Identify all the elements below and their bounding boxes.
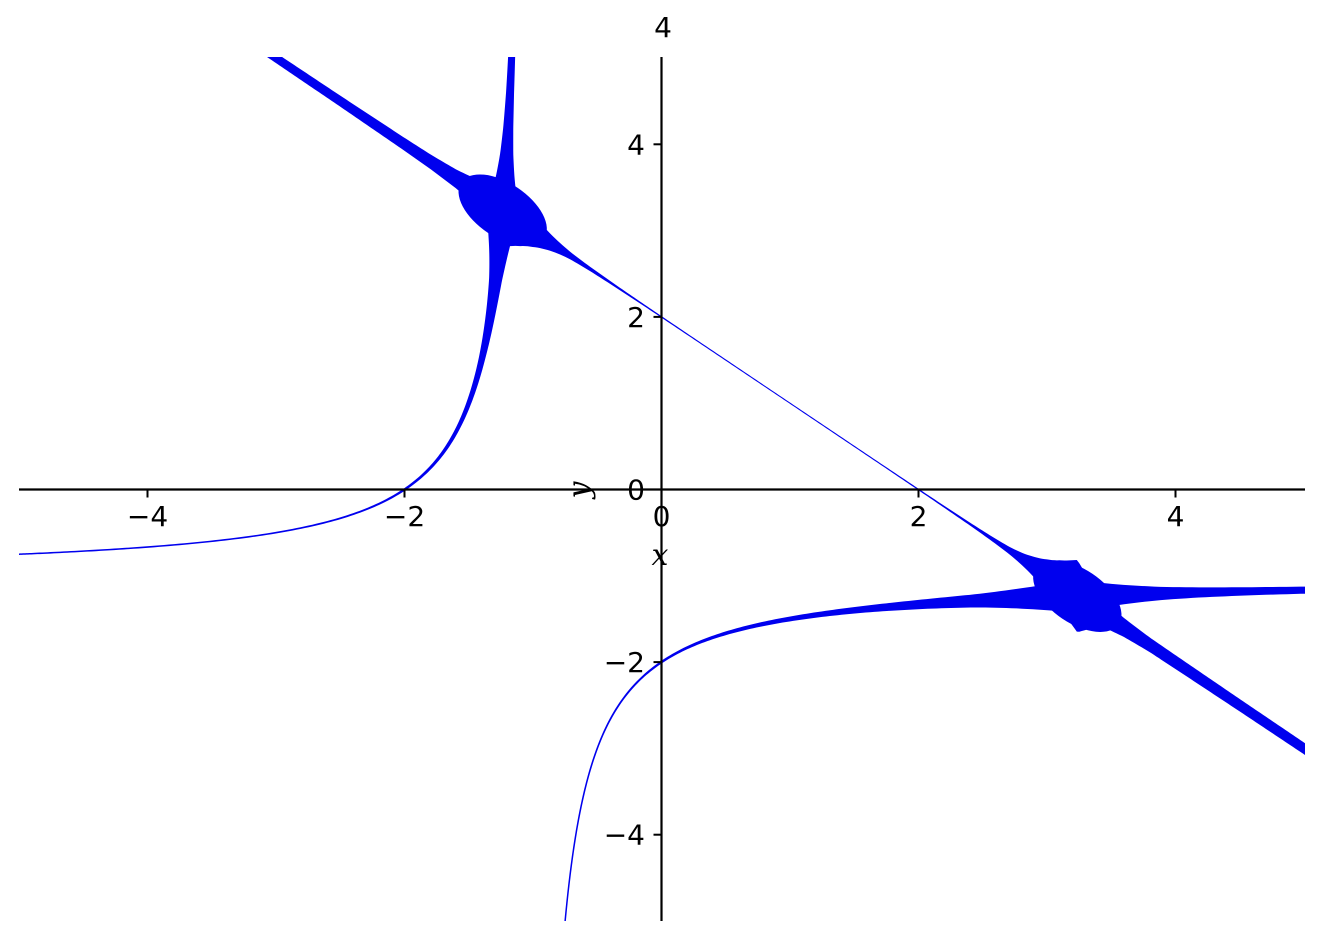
y-tick-label: −4: [604, 819, 645, 852]
y-tick-label: 0: [627, 474, 645, 507]
x-tick-label: −4: [127, 500, 168, 533]
x-tick-label: 4: [1167, 500, 1185, 533]
line-band: [267, 57, 1305, 755]
tick-labels: −4 −2 0 2 4 4 2 0 −2 −4: [127, 128, 1185, 851]
y-tick-label: −2: [604, 646, 645, 679]
y-axis-label: y: [562, 481, 597, 499]
hyperbola-branch-upper-left: [19, 57, 519, 555]
x-tick-label: −2: [384, 500, 425, 533]
y-tick-label: 4: [627, 128, 645, 161]
implicit-curve-region: [19, 57, 1305, 921]
singularity-core: [458, 174, 547, 247]
tick-marks: [146, 143, 1177, 836]
x-tick-label: 2: [910, 500, 928, 533]
x-axis-label: x: [651, 538, 669, 573]
singularity-core: [1033, 560, 1122, 632]
hyperbola-branch-lower-right: [564, 580, 1305, 921]
x-tick-label: 0: [653, 500, 671, 533]
y-tick-label: 2: [627, 301, 645, 334]
top-label: 4: [654, 11, 672, 44]
axes: [19, 57, 1305, 921]
